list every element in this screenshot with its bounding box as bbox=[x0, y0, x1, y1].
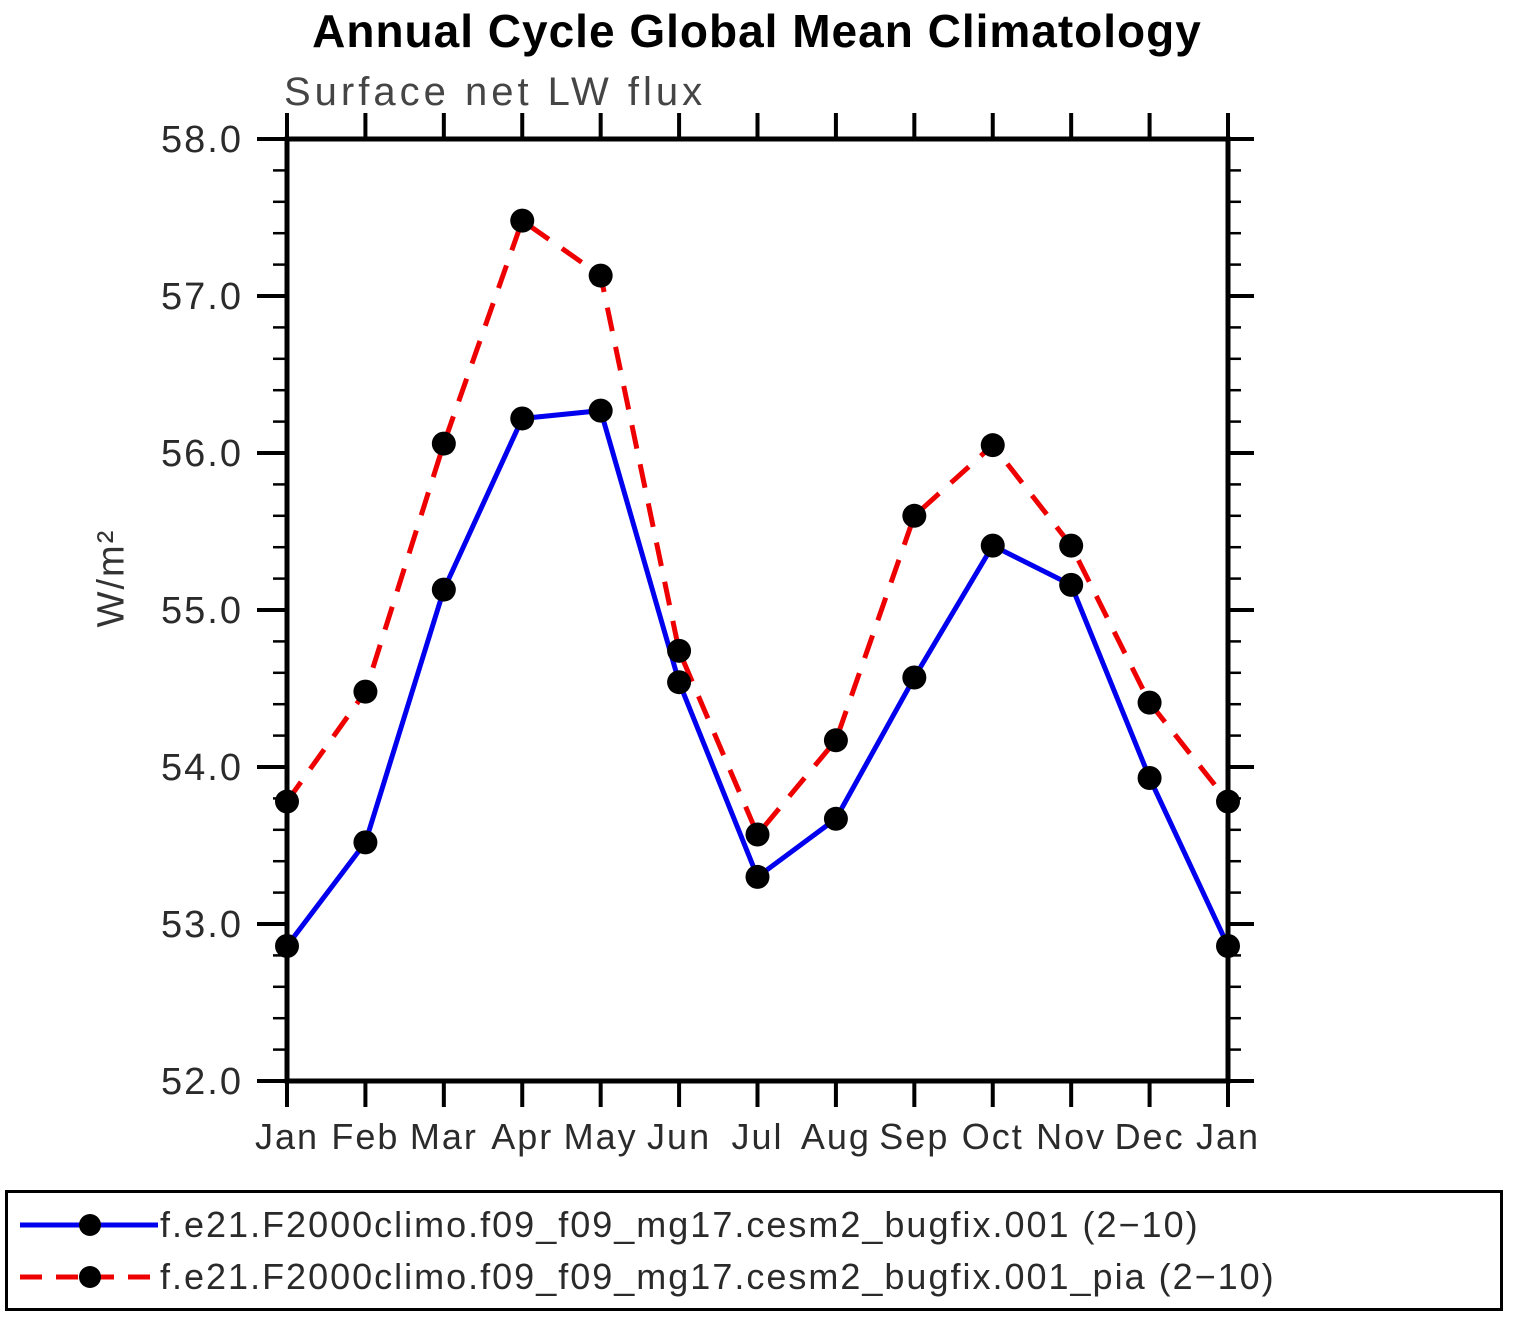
svg-text:Apr: Apr bbox=[491, 1116, 553, 1157]
axis-frame bbox=[284, 136, 1231, 1084]
data-series bbox=[275, 208, 1240, 958]
svg-text:Feb: Feb bbox=[331, 1116, 399, 1157]
series-2-line-marker-icon bbox=[20, 1265, 158, 1288]
chart-title: Annual Cycle Global Mean Climatology bbox=[312, 5, 1202, 57]
svg-text:Jun: Jun bbox=[647, 1116, 711, 1157]
svg-text:Aug: Aug bbox=[801, 1116, 871, 1157]
svg-text:55.0: 55.0 bbox=[161, 590, 243, 632]
legend: f.e21.F2000climo.f09_f09_mg17.cesm2_bugf… bbox=[5, 1190, 1503, 1311]
svg-text:Mar: Mar bbox=[410, 1116, 478, 1157]
svg-text:Jan: Jan bbox=[255, 1116, 319, 1157]
svg-text:58.0: 58.0 bbox=[161, 119, 243, 161]
svg-text:52.0: 52.0 bbox=[161, 1061, 243, 1103]
x-tick-labels: Jan Feb Mar Apr May Jun Jul Aug Sep Oct Nov Dec Jan bbox=[255, 1116, 1260, 1157]
svg-text:Nov: Nov bbox=[1036, 1116, 1106, 1157]
series-1-line-marker-icon bbox=[20, 1213, 158, 1236]
y-tick-labels: 58.0 57.0 56.0 55.0 54.0 53.0 52.0 bbox=[161, 119, 243, 1103]
chart-plot: 58.0 57.0 56.0 55.0 54.0 53.0 52.0 Jan Feb Mar Ap… bbox=[161, 113, 1260, 1157]
svg-text:56.0: 56.0 bbox=[161, 433, 243, 475]
legend-row: f.e21.F2000climo.f09_f09_mg17.cesm2_bugf… bbox=[18, 1256, 1500, 1298]
svg-text:57.0: 57.0 bbox=[161, 276, 243, 318]
svg-text:Jul: Jul bbox=[731, 1116, 783, 1157]
svg-text:Jan: Jan bbox=[1196, 1116, 1260, 1157]
svg-text:Sep: Sep bbox=[879, 1116, 949, 1157]
chart-subtitle: Surface net LW flux bbox=[284, 70, 707, 114]
legend-row: f.e21.F2000climo.f09_f09_mg17.cesm2_bugf… bbox=[18, 1204, 1500, 1246]
svg-text:May: May bbox=[564, 1116, 638, 1157]
svg-text:Dec: Dec bbox=[1115, 1116, 1185, 1157]
legend-label: f.e21.F2000climo.f09_f09_mg17.cesm2_bugf… bbox=[160, 1255, 1276, 1297]
legend-label: f.e21.F2000climo.f09_f09_mg17.cesm2_bugf… bbox=[160, 1203, 1200, 1245]
svg-text:54.0: 54.0 bbox=[161, 747, 243, 789]
svg-text:53.0: 53.0 bbox=[161, 904, 243, 946]
svg-text:Oct: Oct bbox=[962, 1116, 1024, 1157]
